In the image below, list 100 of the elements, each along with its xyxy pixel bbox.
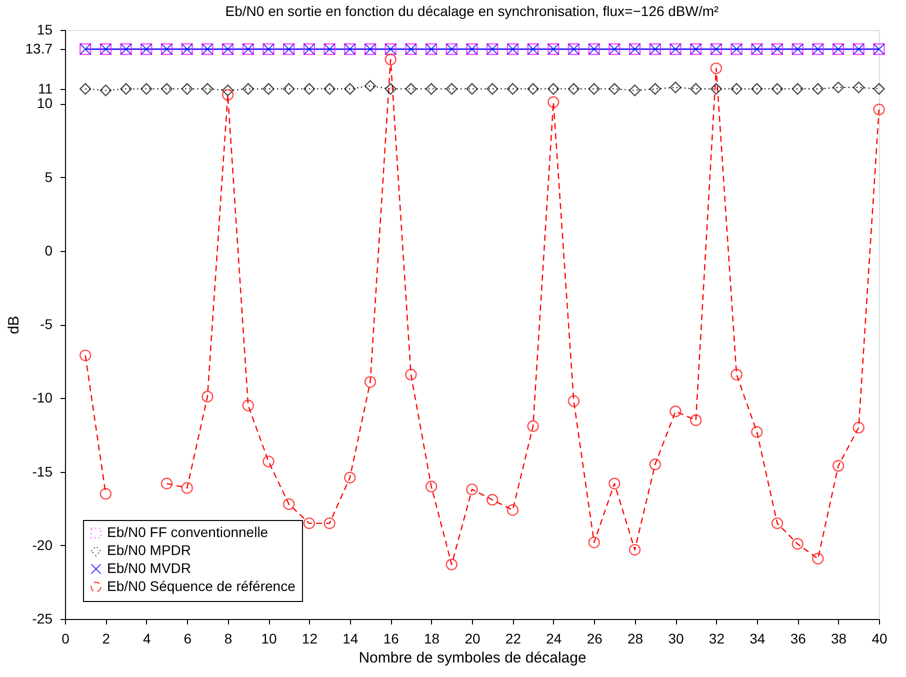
- point: [344, 83, 356, 95]
- point: [222, 88, 234, 101]
- point: [466, 484, 478, 496]
- point: [80, 83, 92, 95]
- point: [812, 83, 824, 95]
- point: [771, 83, 784, 95]
- point: [202, 83, 214, 95]
- point: [222, 84, 234, 96]
- point: [812, 552, 824, 564]
- x-tick-label: 36: [790, 630, 806, 646]
- point: [649, 83, 661, 95]
- y-tick-label: -5: [40, 316, 53, 332]
- point: [425, 83, 438, 95]
- point: [202, 390, 214, 402]
- point: [730, 368, 742, 380]
- point: [405, 83, 417, 95]
- point: [588, 536, 600, 548]
- point: [384, 83, 396, 95]
- point: [364, 376, 376, 388]
- x-tick-label: 26: [586, 630, 603, 646]
- point: [242, 400, 254, 412]
- y-tick-label: 10: [36, 95, 53, 112]
- point: [446, 558, 458, 570]
- y-tick-label: -25: [32, 610, 53, 626]
- point: [344, 472, 356, 484]
- x-tick-label: 24: [546, 630, 562, 646]
- point: [873, 104, 885, 116]
- x-tick-label: 28: [628, 630, 644, 646]
- point: [690, 414, 702, 426]
- point: [100, 488, 112, 500]
- x-tick-label: 40: [872, 630, 888, 646]
- y-tick-label: -20: [32, 536, 53, 553]
- point: [710, 83, 722, 95]
- point: [527, 420, 539, 432]
- x-tick-label: 16: [383, 630, 400, 646]
- point: [852, 82, 864, 94]
- point: [628, 544, 641, 556]
- point: [242, 83, 254, 95]
- point: [751, 83, 763, 95]
- point: [425, 480, 438, 492]
- point: [262, 83, 274, 95]
- point: [771, 517, 784, 530]
- x-tick-label: 38: [831, 630, 847, 646]
- point: [792, 538, 804, 550]
- point: [730, 83, 742, 95]
- point: [792, 83, 804, 95]
- y-tick-label: 11: [38, 80, 53, 96]
- point: [608, 83, 620, 95]
- x-tick-label: 6: [184, 630, 192, 646]
- point: [486, 83, 498, 95]
- point: [548, 83, 560, 95]
- legend-label: Eb/N0 MVDR: [107, 560, 192, 576]
- point: [548, 96, 560, 108]
- x-tick-label: 22: [505, 630, 522, 646]
- point: [303, 83, 316, 95]
- y-tick-label: 5: [44, 168, 53, 185]
- point: [100, 84, 112, 96]
- point: [160, 478, 173, 490]
- x-tick-label: 30: [668, 630, 684, 646]
- y-tick-label: 0: [44, 242, 53, 258]
- point: [181, 482, 193, 494]
- x-tick-label: 2: [102, 630, 110, 646]
- point: [832, 82, 844, 94]
- x-tick-label: 4: [143, 630, 151, 646]
- y-tick-label: -15: [32, 463, 53, 480]
- x-tick-label: 32: [708, 630, 725, 646]
- point: [873, 83, 885, 95]
- point: [670, 82, 682, 94]
- point: [628, 84, 641, 96]
- point: [527, 83, 539, 95]
- point: [80, 350, 92, 362]
- point: [670, 406, 682, 418]
- point: [303, 517, 316, 530]
- x-tick-label: 34: [750, 630, 766, 646]
- point: [283, 498, 295, 510]
- point: [690, 83, 702, 95]
- point: [751, 426, 763, 438]
- y-tick-label: 15: [36, 22, 53, 38]
- legend-label: Eb/N0 FF conventionnelle: [107, 524, 268, 540]
- point: [649, 458, 661, 470]
- point: [364, 80, 376, 92]
- point: [324, 517, 336, 530]
- point: [852, 422, 864, 434]
- point: [324, 83, 336, 95]
- y-axis-title: dB: [5, 316, 22, 334]
- point: [506, 83, 519, 95]
- point: [486, 494, 498, 506]
- point: [608, 478, 620, 490]
- point: [568, 83, 580, 95]
- point: [262, 456, 274, 468]
- x-tick-label: 18: [424, 630, 440, 646]
- point: [120, 83, 132, 95]
- x-tick-label: 10: [261, 630, 277, 646]
- x-tick-label: 8: [224, 630, 232, 646]
- y-tick-label: -10: [32, 390, 53, 406]
- point: [181, 83, 193, 95]
- point: [446, 83, 458, 95]
- point: [710, 62, 722, 74]
- point: [568, 395, 580, 407]
- point: [140, 83, 152, 95]
